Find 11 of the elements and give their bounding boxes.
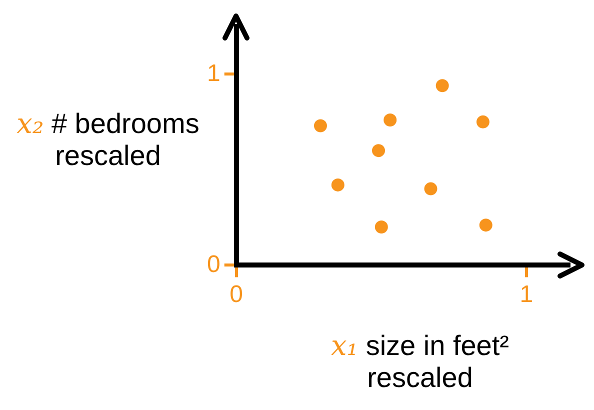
point bbox=[436, 79, 449, 92]
point bbox=[384, 114, 397, 127]
point bbox=[479, 218, 492, 232]
point bbox=[314, 119, 327, 132]
y-axis-title: x₂ # bedrooms rescaled bbox=[16, 107, 200, 171]
point bbox=[374, 220, 388, 234]
x-axis-title: x₁ size in feet² rescaled bbox=[331, 329, 509, 393]
point bbox=[476, 115, 490, 128]
point bbox=[331, 178, 344, 192]
point bbox=[424, 182, 438, 196]
point bbox=[372, 144, 386, 158]
